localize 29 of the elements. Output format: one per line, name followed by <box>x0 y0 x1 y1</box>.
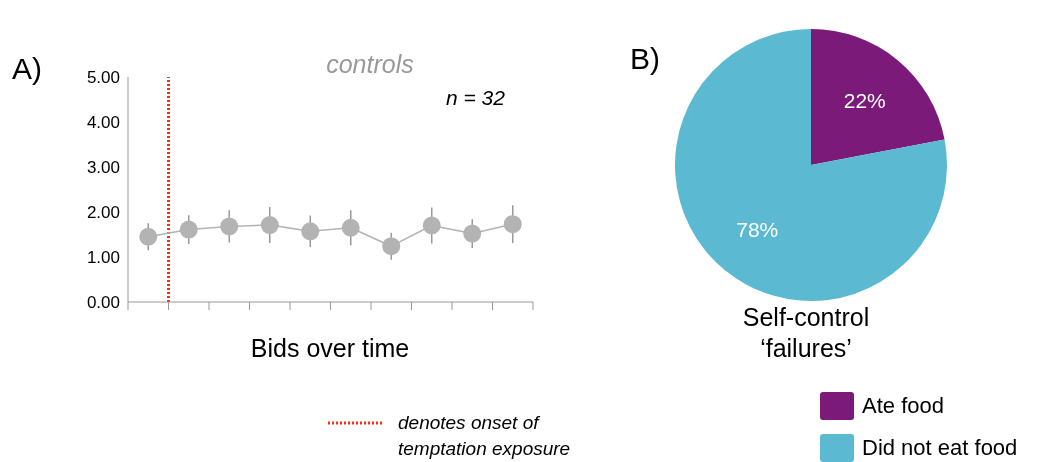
y-tick-label: 0.00 <box>86 293 120 313</box>
point <box>341 218 360 237</box>
legend-label: Did not eat food <box>862 435 1018 461</box>
point <box>139 227 158 246</box>
y-tick-label: 4.00 <box>86 113 120 133</box>
point <box>382 237 401 256</box>
text: denotes onset of temptation exposure <box>398 411 572 461</box>
y-tick-label: 3.00 <box>86 158 120 178</box>
pie-slice <box>811 29 945 165</box>
text: A) <box>12 52 42 86</box>
text: Self-control ‘failures’ <box>741 302 871 364</box>
legend-label: Ate food <box>862 393 944 419</box>
point <box>220 217 239 236</box>
point <box>179 220 198 239</box>
chart-title: controls <box>325 50 415 79</box>
pie-slice <box>675 29 947 301</box>
data-label: 22% <box>843 88 886 112</box>
text: B) <box>630 42 660 76</box>
point <box>301 222 320 241</box>
annotation: n = 32 <box>446 86 505 110</box>
point <box>260 216 279 235</box>
data-label: 78% <box>736 218 779 242</box>
point <box>503 215 522 234</box>
point <box>463 224 482 243</box>
x-axis-title: Bids over time <box>249 334 411 363</box>
y-tick-label: 1.00 <box>86 248 120 268</box>
y-tick-label: 5.00 <box>86 68 120 88</box>
y-tick-label: 2.00 <box>86 203 120 223</box>
point <box>422 216 441 235</box>
